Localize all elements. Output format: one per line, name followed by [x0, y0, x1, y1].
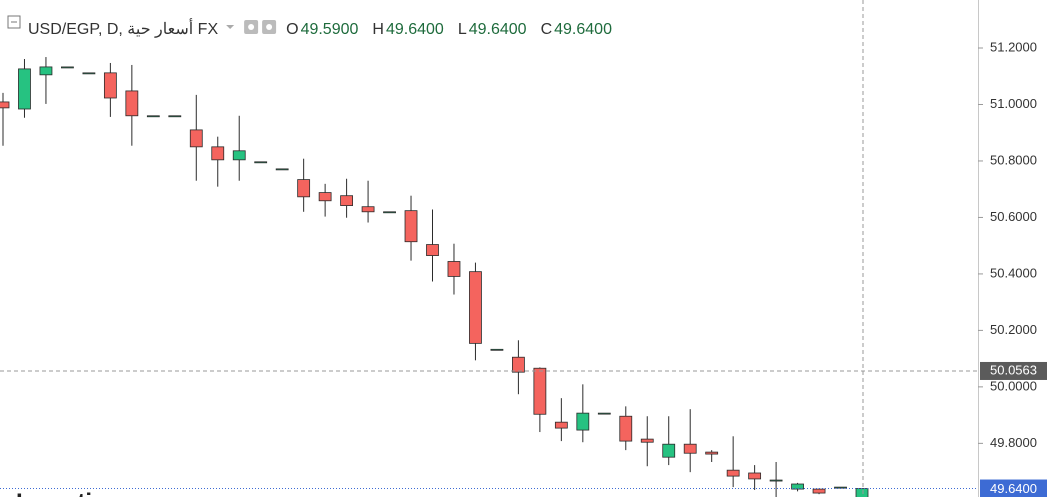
- candle-body: [469, 271, 482, 344]
- candle-body: [554, 421, 568, 429]
- y-tick-label: 50.6000: [990, 209, 1037, 224]
- price-axis: 51.2000 51.0000 50.8000 50.6000 50.4000 50.20…: [978, 39, 1047, 497]
- candle-body: [576, 412, 590, 431]
- ohlc-key: C: [541, 21, 553, 38]
- candle-body: [0, 101, 10, 109]
- candle-body: [812, 488, 826, 494]
- watermark: Investing: [16, 489, 121, 497]
- candle-body: [39, 66, 53, 76]
- candle-body: [361, 206, 375, 213]
- candle-body: [189, 129, 203, 148]
- settings-icon-dot: [266, 24, 273, 30]
- candle-body: [232, 150, 246, 161]
- candle-body: [748, 472, 762, 480]
- candle-body: [791, 483, 804, 490]
- candle-body: [726, 469, 740, 477]
- ohlc-key: H: [372, 21, 384, 38]
- y-tick-label: 50.4000: [990, 265, 1037, 280]
- candle-body: [146, 115, 160, 118]
- candle-body: [125, 90, 139, 117]
- candle-body: [597, 412, 611, 415]
- eye-icon-dot: [248, 24, 255, 30]
- plot-area: Investing: [0, 0, 978, 497]
- last-price-box: [980, 479, 1047, 497]
- candle-body: [61, 66, 74, 69]
- y-tick-label: 50.2000: [990, 322, 1037, 337]
- ohlc-value: 49.6400: [386, 21, 444, 38]
- candle-body: [275, 168, 289, 171]
- ohlc-key: L: [458, 21, 467, 38]
- crosshair-label-box: [980, 361, 1047, 380]
- ohlc-value: 49.6400: [469, 21, 527, 38]
- candle-body: [640, 438, 654, 443]
- y-tick-label: 49.8000: [990, 435, 1037, 450]
- candle-body: [404, 210, 418, 243]
- ohlc-key: O: [286, 21, 298, 38]
- y-tick-label: 51.0000: [990, 96, 1037, 111]
- candle-body: [683, 443, 697, 454]
- candle-body: [490, 348, 504, 351]
- y-tick-label: 50.0000: [990, 378, 1037, 393]
- dropdown-arrow[interactable]: [226, 25, 235, 29]
- legend-bar: USD/EGP, D, أسعار حية FX O 49.5900 H 49.640…: [7, 15, 612, 38]
- candle-body: [705, 451, 719, 455]
- candle-body: [533, 367, 547, 415]
- candle-body: [297, 179, 311, 198]
- candle-body: [340, 195, 354, 206]
- candle-body: [211, 146, 225, 161]
- candle-body: [834, 486, 847, 489]
- ohlc-value: 49.6400: [554, 21, 612, 38]
- candle-body: [18, 68, 31, 110]
- candle-body: [318, 192, 332, 202]
- candle-body: [426, 244, 439, 256]
- candle-body: [769, 479, 783, 482]
- candle-body: [855, 488, 869, 497]
- ohlc-value: 49.5900: [301, 21, 359, 38]
- candle-body: [103, 72, 117, 99]
- candle-body: [82, 72, 96, 75]
- chart-title: USD/EGP, D, أسعار حية FX: [28, 18, 218, 38]
- y-tick-label: 51.2000: [990, 39, 1037, 54]
- crosshair-label: 50.0563: [990, 362, 1037, 377]
- candle-body: [619, 415, 633, 442]
- last-price-label: 49.6400: [990, 481, 1037, 496]
- candle-body: [662, 443, 676, 458]
- candle-body: [254, 161, 268, 164]
- candle-body: [383, 211, 396, 214]
- candle-body: [168, 115, 182, 118]
- y-tick-label: 50.8000: [990, 152, 1037, 167]
- candle-body: [512, 356, 525, 373]
- candle-body: [447, 261, 461, 277]
